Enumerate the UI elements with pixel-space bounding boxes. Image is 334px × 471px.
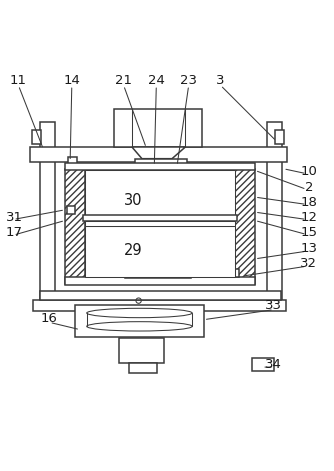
Bar: [85, 171, 235, 217]
Text: 21: 21: [115, 73, 132, 87]
Text: 33: 33: [266, 299, 282, 312]
Text: 3: 3: [216, 73, 225, 87]
Text: 34: 34: [266, 358, 282, 371]
Text: 17: 17: [6, 227, 22, 239]
Text: 15: 15: [301, 226, 317, 239]
Text: 16: 16: [41, 312, 58, 325]
Text: 14: 14: [63, 73, 80, 87]
Text: 30: 30: [124, 193, 143, 208]
Text: 10: 10: [301, 165, 317, 178]
Bar: [119, 338, 164, 363]
Bar: [114, 109, 202, 147]
Bar: [40, 122, 55, 309]
Text: 13: 13: [301, 243, 317, 255]
Bar: [68, 157, 77, 165]
Text: 11: 11: [10, 73, 27, 87]
Bar: [85, 226, 235, 277]
Bar: [252, 358, 274, 371]
Bar: [129, 363, 157, 373]
Text: 24: 24: [148, 73, 165, 87]
Bar: [30, 147, 287, 162]
Text: 31: 31: [6, 211, 22, 224]
Bar: [75, 305, 204, 337]
Bar: [65, 163, 255, 171]
Text: 32: 32: [301, 257, 317, 270]
Bar: [83, 215, 237, 221]
Bar: [144, 166, 175, 171]
Polygon shape: [132, 147, 185, 159]
Bar: [40, 291, 281, 300]
Bar: [233, 269, 239, 276]
Bar: [85, 221, 235, 226]
Text: 12: 12: [301, 211, 317, 224]
Bar: [33, 300, 286, 311]
Bar: [67, 206, 75, 214]
Bar: [32, 130, 41, 144]
Text: 23: 23: [180, 73, 197, 87]
Text: 18: 18: [301, 195, 317, 209]
Bar: [235, 169, 255, 284]
Bar: [65, 169, 85, 284]
Bar: [267, 122, 282, 309]
Bar: [65, 277, 255, 284]
Bar: [135, 159, 187, 166]
Bar: [275, 130, 284, 144]
Text: 2: 2: [305, 180, 313, 194]
Text: 29: 29: [124, 243, 143, 258]
Bar: [125, 272, 191, 278]
